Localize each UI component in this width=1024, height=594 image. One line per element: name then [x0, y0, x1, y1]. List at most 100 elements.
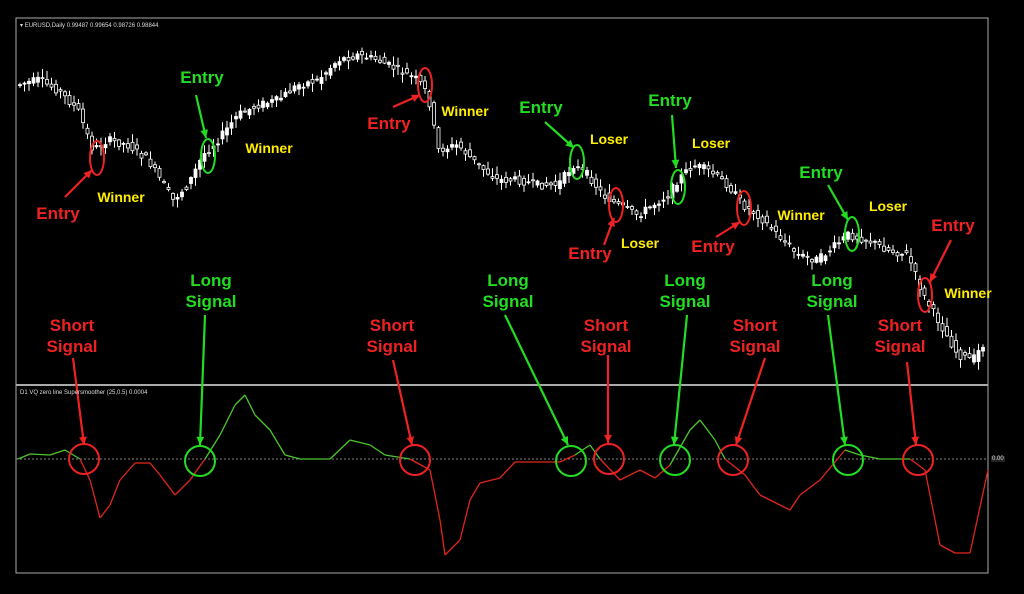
indicator-segment — [939, 544, 956, 554]
candle-body — [922, 287, 927, 296]
candle-body — [598, 186, 603, 191]
candle-body — [490, 176, 495, 179]
candle-body — [459, 141, 463, 149]
candle-body — [873, 240, 877, 243]
candle-body — [756, 210, 760, 219]
indicator-segment — [479, 477, 501, 484]
candle-body — [76, 103, 81, 110]
indicator-segment — [599, 458, 621, 481]
candle-body — [279, 97, 283, 101]
candle-body — [391, 64, 396, 70]
candle-body — [819, 253, 823, 263]
candle-body — [765, 215, 769, 224]
candle-body — [463, 150, 468, 155]
candle-body — [877, 241, 882, 245]
annotation-label: Long Signal — [806, 271, 858, 311]
candle-body — [549, 182, 553, 186]
annotation-arrow — [734, 357, 767, 446]
candle-body — [112, 137, 117, 142]
indicator-segment — [159, 474, 176, 496]
annotation-label: Short Signal — [46, 316, 98, 356]
candle-body — [900, 253, 904, 256]
candle-body — [31, 77, 36, 84]
candle-body — [180, 191, 184, 198]
candle-body — [405, 68, 409, 74]
annotation-label: Entry — [648, 91, 692, 110]
candle-body — [544, 182, 549, 186]
candle-body — [265, 102, 270, 108]
candle-body — [661, 199, 666, 202]
candle-body — [67, 95, 72, 105]
candle-body — [594, 178, 598, 188]
candle-body — [364, 57, 369, 60]
indicator-segment — [639, 469, 656, 479]
candle-body — [639, 216, 643, 219]
indicator-segment — [619, 469, 641, 481]
candle-body — [774, 225, 778, 232]
signal-ellipse — [569, 144, 585, 180]
candle-body — [454, 144, 459, 148]
candle-body — [711, 170, 715, 175]
arrowhead-icon — [560, 436, 568, 445]
candle-body — [445, 148, 450, 153]
candle-body — [49, 83, 54, 88]
candle-body — [909, 256, 913, 264]
candle-body — [522, 178, 526, 186]
candle-body — [301, 86, 306, 89]
candle-body — [103, 144, 108, 149]
candle-body — [810, 258, 814, 263]
candle-body — [342, 57, 346, 61]
candle-body — [585, 169, 589, 176]
candle-body — [310, 79, 315, 84]
candle-body — [576, 166, 580, 169]
candle-body — [495, 174, 499, 179]
candle-body — [967, 353, 972, 358]
candle-body — [382, 56, 387, 64]
candle-body — [121, 143, 126, 145]
indicator-segment — [924, 469, 941, 546]
candle-body — [976, 350, 981, 362]
indicator-segment — [349, 439, 371, 446]
indicator-segment — [429, 469, 441, 521]
indicator-header: D1 VQ zero line Supersmoother (25,0.5) 0… — [20, 390, 148, 396]
annotation-arrow — [672, 314, 689, 446]
candle-body — [814, 256, 819, 263]
candle-body — [225, 127, 229, 136]
indicator-segment — [459, 499, 471, 541]
chart-frame — [15, 17, 989, 574]
candle-body — [603, 194, 607, 199]
indicator-segment — [219, 404, 236, 436]
indicator-segment — [284, 454, 301, 460]
annotation-arrow — [391, 359, 414, 446]
indicator-segment — [969, 469, 989, 554]
candle-body — [882, 245, 886, 252]
indicator-segment — [329, 439, 351, 460]
candle-body — [288, 90, 292, 94]
candle-body — [936, 312, 940, 323]
arrowhead-icon — [670, 436, 679, 445]
candle-body — [954, 340, 958, 353]
candle-body — [958, 349, 963, 360]
annotation-arrow — [198, 314, 207, 446]
candle-body — [540, 182, 544, 190]
annotation-label: Winner — [97, 189, 145, 205]
candle-body — [229, 122, 234, 129]
annotation-arrow — [504, 314, 569, 446]
candle-body — [634, 210, 639, 215]
candle-body — [562, 172, 567, 184]
candle-body — [292, 85, 297, 92]
candle-body — [351, 56, 355, 60]
candle-body — [409, 75, 414, 78]
candle-body — [796, 253, 801, 256]
indicator-segment — [204, 434, 221, 460]
indicator-segment — [174, 479, 191, 496]
candle-body — [895, 252, 900, 257]
candle-body — [837, 242, 841, 245]
arrowhead-icon — [200, 129, 208, 138]
candle-body — [355, 53, 360, 60]
candle-body — [297, 84, 301, 90]
indicator-segment — [109, 479, 121, 506]
candle-body — [220, 130, 225, 140]
candle-body — [27, 80, 31, 85]
candle-body — [940, 323, 945, 332]
